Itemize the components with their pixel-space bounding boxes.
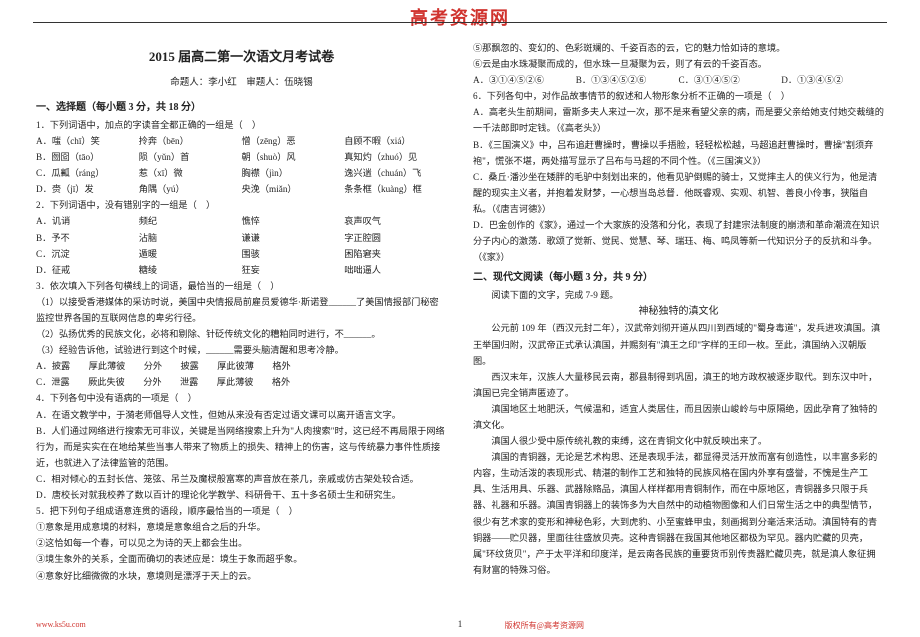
site-logo: 高考资源网 xyxy=(0,4,920,30)
left-column: 2015 届高二第一次语文月考试卷 命题人：李小红 审题人：伍晓锡 一、选择题（… xyxy=(36,40,447,609)
q6-A: A．高老头生前期间，雷斯多夫人来过一次，那不是来看望父亲的病，而是要父亲给她支付… xyxy=(473,104,884,136)
q1C-a: C．瓜瓤（ráng） xyxy=(36,165,139,181)
q2C-d: 困陷窘夹 xyxy=(344,246,447,262)
q3-3: （3）经验告诉他，试验进行到这个时候，______需要头脑清醒和思考冷静。 xyxy=(36,342,447,358)
q5-opt-c: C．③①④⑤② xyxy=(679,72,782,88)
q1D-a: D．赍（jī）发 xyxy=(36,181,139,197)
q6-D: D．巴金创作的《家》，通过一个大家族的没落和分化，表现了封建宗法制度的崩溃和革命… xyxy=(473,217,884,265)
q1-stem: 1．下列词语中，加点的字读音全都正确的一组是（ ） xyxy=(36,117,447,133)
q2A-d: 哀声叹气 xyxy=(344,213,447,229)
q2-row-c: C．沉淀 遁暖 围骇 困陷窘夹 xyxy=(36,246,447,262)
section1-head: 一、选择题（每小题 3 分，共 18 分） xyxy=(36,99,447,117)
header-rule xyxy=(33,22,887,23)
q2D-c: 狂妄 xyxy=(242,262,345,278)
q1B-c: 朝（shuò）风 xyxy=(242,149,345,165)
q2B-d: 字正腔圆 xyxy=(344,230,447,246)
q6-B: B．《三国演义》中，吕布追赶曹操时，曹操以手捂脸，轻轻松松越，马超追赶曹操时，曹… xyxy=(473,137,884,169)
q6-C: C．桑丘·潘沙坐在矮胖的毛驴中刻划出来的，他看见驴倒赐的骑士，又觉摔主人的侠义行… xyxy=(473,169,884,217)
subtitle: 命题人：李小红 审题人：伍晓锡 xyxy=(36,75,447,92)
passage-p5: 滇国的青铜器，无论是艺术构思、还是表现手法，都显得灵活开放而富有创造性，以丰富多… xyxy=(473,449,884,578)
q3-A: A．披露 厚此薄彼 分外 披露 厚此彼薄 格外 xyxy=(36,358,447,374)
q5-1: ①意象是用成意境的材料，意境是意象组合之后的升华。 xyxy=(36,519,447,535)
q2C-a: C．沉淀 xyxy=(36,246,139,262)
q2D-b: 糖绫 xyxy=(139,262,242,278)
q1A-c: 憎（zēng）恶 xyxy=(242,133,345,149)
q5-2: ②这恰如每一个春，可以见之为诗的天上都会生出。 xyxy=(36,535,447,551)
q3-C: C．泄露 厥此失彼 分外 泄露 厚此薄彼 格外 xyxy=(36,374,447,390)
q3-1: （1）以接受香港媒体的采访时说，美国中央情报局前雇员爱德华·斯诺登______了… xyxy=(36,294,447,326)
q4-C: C．相对倾心的五封长信、笼弦、吊兰及魔棂般富寒的声音放在茶几，亲戚或仿古架处较合… xyxy=(36,471,447,487)
q5-opt-d: D．①③④⑤② xyxy=(781,72,884,88)
q2-stem: 2．下列词语中，没有错别字的一组是（ ） xyxy=(36,197,447,213)
q1C-c: 胸襟（jìn） xyxy=(242,165,345,181)
q2-row-b: B．予不 沾脑 谦谦 字正腔圆 xyxy=(36,230,447,246)
q3-stem: 3．依次填入下列各句横线上的词语，最恰当的一组是（ ） xyxy=(36,278,447,294)
q1B-a: B．囫囵（tāo） xyxy=(36,149,139,165)
q5-5: ⑤那飘忽的、变幻的、色彩斑斓的、千姿百态的云，它的魅力恰如诗的意境。 xyxy=(473,40,884,56)
passage-p4: 滇国人很少受中原传统礼教的束缚，这在青铜文化中就反映出来了。 xyxy=(473,433,884,449)
q2A-c: 憔悴 xyxy=(242,213,345,229)
q2D-d: 咄咄逼人 xyxy=(344,262,447,278)
q3-2: （2）弘扬优秀的民族文化，必将和剔除、针砭传统文化的糟粕同时进行，不______… xyxy=(36,326,447,342)
passage-p1: 公元前 109 年（西汉元封二年），汉武帝刘彻开道从四川到西域的"蜀身毒道"，发… xyxy=(473,320,884,368)
q4-B: B．人们通过网络进行搜索无可非议，关键是当网络搜索上升为"人肉搜索"时，这已经不… xyxy=(36,423,447,471)
q1A-d: 自顾不暇（xiá） xyxy=(344,133,447,149)
q2D-a: D．征戒 xyxy=(36,262,139,278)
q5-opt-a: A．③①④⑤②⑥ xyxy=(473,72,576,88)
q2B-c: 谦谦 xyxy=(242,230,345,246)
q1C-d: 逸兴遄（chuán）飞 xyxy=(344,165,447,181)
q1-row-a: A．嗤（chī）笑 拎奔（bēn） 憎（zēng）恶 自顾不暇（xiá） xyxy=(36,133,447,149)
q2B-b: 沾脑 xyxy=(139,230,242,246)
q5-4: ④意象好比细微微的水块，意境则是漂浮于天上的云。 xyxy=(36,568,447,584)
q2C-b: 遁暖 xyxy=(139,246,242,262)
q1B-d: 真知灼（zhuó）见 xyxy=(344,149,447,165)
q1B-b: 陨（yǔn）首 xyxy=(139,149,242,165)
q6-stem: 6．下列各句中，对作品故事情节的叙述和人物形象分析不正确的一项是（ ） xyxy=(473,88,884,104)
q5-opt-b: B．①③④⑤②⑥ xyxy=(576,72,679,88)
q5-3: ③境生象外的关系，全面而确切的表述应是：境生于象而超乎象。 xyxy=(36,551,447,567)
q4-D: D．唐校长对就我校养了数以百计的理论化学教学、科研骨干、五十多名硕士生和研究生。 xyxy=(36,487,447,503)
q5-stem: 5．把下列句子组成语意连贯的语段，顺序最恰当的一项是（ ） xyxy=(36,503,447,519)
q2A-b: 频纪 xyxy=(139,213,242,229)
q1D-c: 央浼（miǎn） xyxy=(242,181,345,197)
passage-p2: 西汉末年，汉族人大量移民云南，郡县制得到巩固，滇王的地方政权被逐步取代。到东汉中… xyxy=(473,369,884,401)
content-columns: 2015 届高二第一次语文月考试卷 命题人：李小红 审题人：伍晓锡 一、选择题（… xyxy=(36,40,884,609)
q2B-a: B．予不 xyxy=(36,230,139,246)
q2-row-d: D．征戒 糖绫 狂妄 咄咄逼人 xyxy=(36,262,447,278)
q1-row-b: B．囫囵（tāo） 陨（yǔn）首 朝（shuò）风 真知灼（zhuó）见 xyxy=(36,149,447,165)
passage-p3: 滇国地区土地肥沃，气候温和，适宜人类居住，而且因崇山峻岭与中原隔绝，因此孕育了独… xyxy=(473,401,884,433)
q2C-c: 围骇 xyxy=(242,246,345,262)
q1-row-d: D．赍（jī）发 角隅（yú） 央浼（miǎn） 条条框（kuàng）框 xyxy=(36,181,447,197)
q5-opts: A．③①④⑤②⑥ B．①③④⑤②⑥ C．③①④⑤② D．①③④⑤② xyxy=(473,72,884,88)
page-number: 1 xyxy=(0,619,920,629)
q1A-b: 拎奔（bēn） xyxy=(139,133,242,149)
q2A-a: A．讥诮 xyxy=(36,213,139,229)
q1C-b: 惹（xī）微 xyxy=(139,165,242,181)
q1A-a: A．嗤（chī）笑 xyxy=(36,133,139,149)
q2-row-a: A．讥诮 频纪 憔悴 哀声叹气 xyxy=(36,213,447,229)
q4-A: A．在语文教学中，于漪老师倡导人文性，但她从来没有否定过语文课可以离开语言文字。 xyxy=(36,407,447,423)
section2-title: 神秘独特的滇文化 xyxy=(473,303,884,321)
q1-row-c: C．瓜瓤（ráng） 惹（xī）微 胸襟（jìn） 逸兴遄（chuán）飞 xyxy=(36,165,447,181)
section2-intro: 阅读下面的文字，完成 7-9 题。 xyxy=(473,287,884,303)
right-column: ⑤那飘忽的、变幻的、色彩斑斓的、千姿百态的云，它的魅力恰如诗的意境。 ⑥云是由水… xyxy=(473,40,884,609)
q4-stem: 4．下列各句中没有语病的一项是（ ） xyxy=(36,390,447,406)
q5-6: ⑥云是由水珠凝聚而成的，但水珠一旦凝聚为云，则了有云的千姿百态。 xyxy=(473,56,884,72)
section2-head: 二、现代文阅读（每小题 3 分，共 9 分） xyxy=(473,269,884,287)
q1D-b: 角隅（yú） xyxy=(139,181,242,197)
main-title: 2015 届高二第一次语文月考试卷 xyxy=(36,46,447,69)
q1D-d: 条条框（kuàng）框 xyxy=(344,181,447,197)
